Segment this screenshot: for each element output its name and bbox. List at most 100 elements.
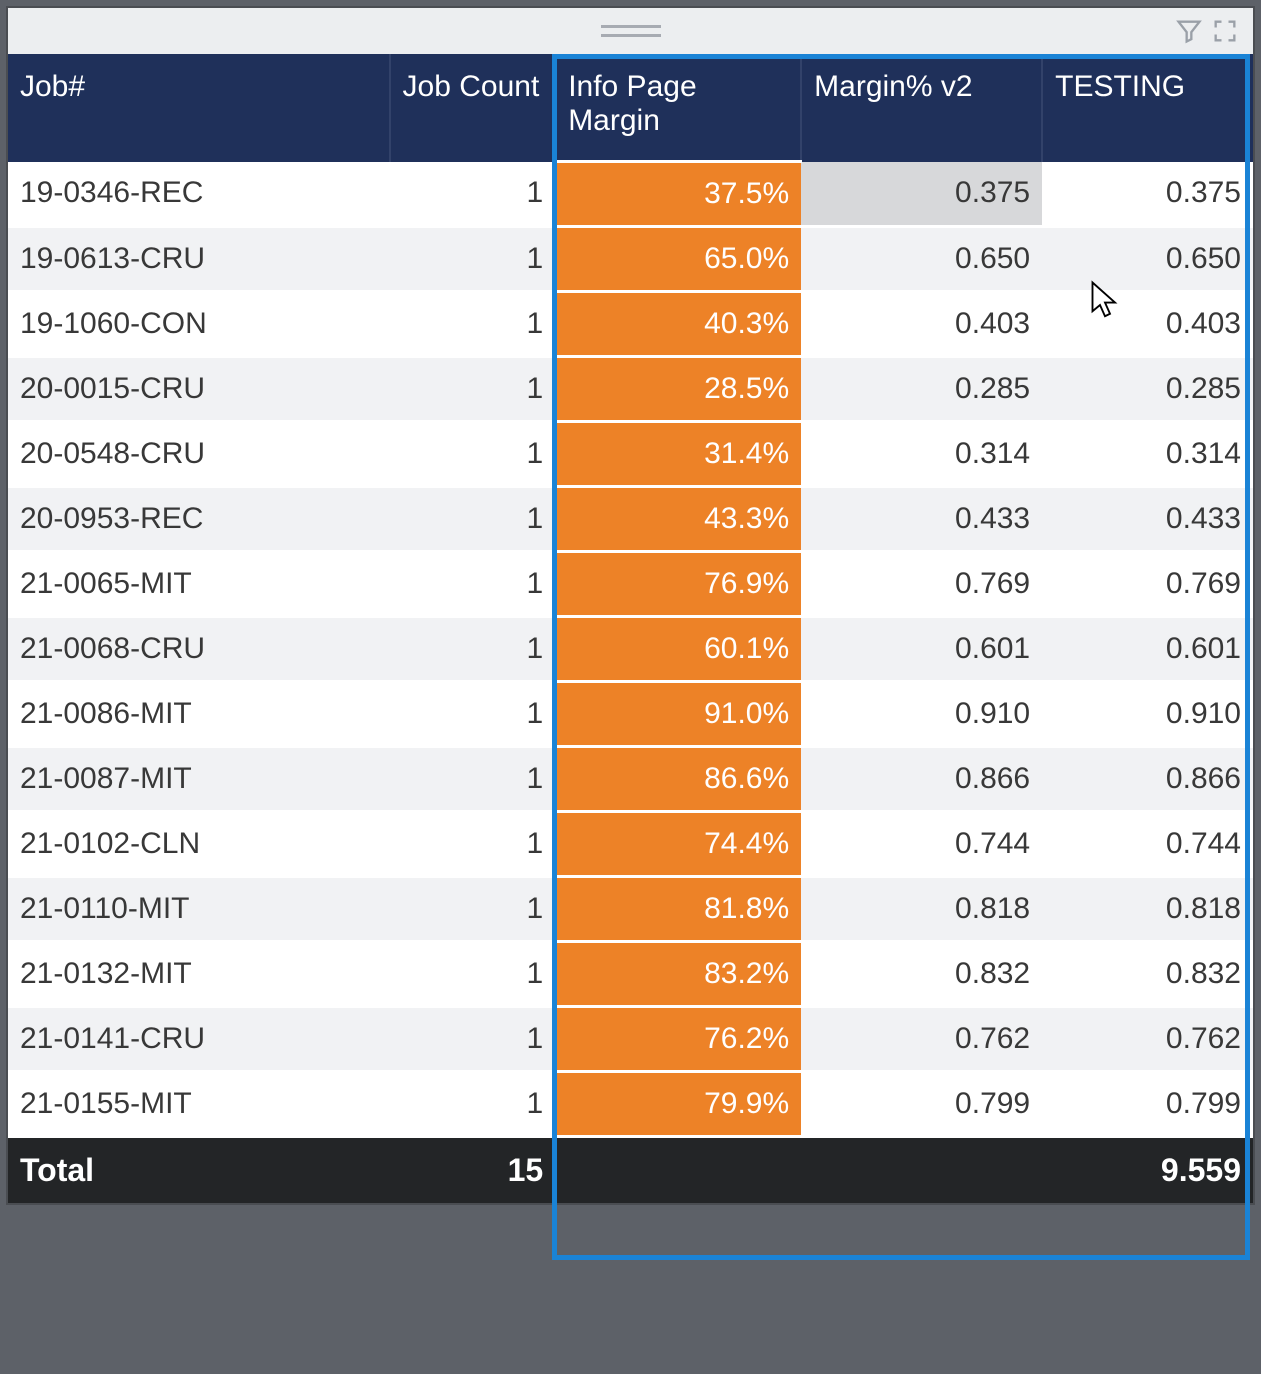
cell-count[interactable]: 1 — [390, 487, 556, 552]
cell-job[interactable]: 21-0102-CLN — [8, 812, 390, 877]
cell-mv2[interactable]: 0.769 — [801, 552, 1042, 617]
cell-mv2[interactable]: 0.910 — [801, 682, 1042, 747]
cell-test[interactable]: 0.314 — [1042, 422, 1253, 487]
cell-test[interactable]: 0.375 — [1042, 162, 1253, 227]
cell-margin[interactable]: 40.3% — [555, 292, 801, 357]
cell-margin[interactable]: 81.8% — [555, 877, 801, 942]
cell-count[interactable]: 1 — [390, 227, 556, 292]
cell-margin[interactable]: 76.9% — [555, 552, 801, 617]
cell-test[interactable]: 0.744 — [1042, 812, 1253, 877]
col-header-job[interactable]: Job# — [8, 54, 390, 162]
table-row[interactable]: 20-0548-CRU131.4%0.3140.314 — [8, 422, 1253, 487]
cell-count[interactable]: 1 — [390, 877, 556, 942]
cell-job[interactable]: 20-0548-CRU — [8, 422, 390, 487]
table-row[interactable]: 21-0087-MIT186.6%0.8660.866 — [8, 747, 1253, 812]
cell-count[interactable]: 1 — [390, 812, 556, 877]
col-header-margin[interactable]: Info Page Margin — [555, 54, 801, 162]
table-row[interactable]: 20-0953-REC143.3%0.4330.433 — [8, 487, 1253, 552]
cell-count[interactable]: 1 — [390, 1072, 556, 1137]
cell-mv2[interactable]: 0.818 — [801, 877, 1042, 942]
cell-test[interactable]: 0.799 — [1042, 1072, 1253, 1137]
cell-margin[interactable]: 83.2% — [555, 942, 801, 1007]
cell-test[interactable]: 0.910 — [1042, 682, 1253, 747]
drag-handle-icon[interactable] — [601, 25, 661, 37]
cell-test[interactable]: 0.285 — [1042, 357, 1253, 422]
cell-job[interactable]: 21-0155-MIT — [8, 1072, 390, 1137]
table-row[interactable]: 21-0110-MIT181.8%0.8180.818 — [8, 877, 1253, 942]
cell-test[interactable]: 0.403 — [1042, 292, 1253, 357]
table-row[interactable]: 19-1060-CON140.3%0.4030.403 — [8, 292, 1253, 357]
cell-mv2[interactable]: 0.601 — [801, 617, 1042, 682]
table-row[interactable]: 21-0102-CLN174.4%0.7440.744 — [8, 812, 1253, 877]
cell-mv2[interactable]: 0.433 — [801, 487, 1042, 552]
cell-test[interactable]: 0.762 — [1042, 1007, 1253, 1072]
cell-test[interactable]: 0.650 — [1042, 227, 1253, 292]
cell-job[interactable]: 20-0015-CRU — [8, 357, 390, 422]
cell-mv2[interactable]: 0.403 — [801, 292, 1042, 357]
cell-test[interactable]: 0.832 — [1042, 942, 1253, 1007]
cell-job[interactable]: 21-0086-MIT — [8, 682, 390, 747]
cell-mv2[interactable]: 0.799 — [801, 1072, 1042, 1137]
cell-count[interactable]: 1 — [390, 942, 556, 1007]
cell-count[interactable]: 1 — [390, 357, 556, 422]
cell-count[interactable]: 1 — [390, 162, 556, 227]
cell-count[interactable]: 1 — [390, 422, 556, 487]
table-row[interactable]: 21-0065-MIT176.9%0.7690.769 — [8, 552, 1253, 617]
cell-count[interactable]: 1 — [390, 682, 556, 747]
cell-mv2[interactable]: 0.744 — [801, 812, 1042, 877]
cell-job[interactable]: 21-0068-CRU — [8, 617, 390, 682]
cell-mv2[interactable]: 0.375 — [801, 162, 1042, 227]
cell-job[interactable]: 21-0065-MIT — [8, 552, 390, 617]
cell-margin[interactable]: 28.5% — [555, 357, 801, 422]
cell-job[interactable]: 19-0613-CRU — [8, 227, 390, 292]
cell-margin[interactable]: 31.4% — [555, 422, 801, 487]
cell-margin[interactable]: 65.0% — [555, 227, 801, 292]
focus-mode-icon[interactable] — [1207, 17, 1243, 45]
cell-job[interactable]: 19-0346-REC — [8, 162, 390, 227]
table-row[interactable]: 21-0068-CRU160.1%0.6010.601 — [8, 617, 1253, 682]
cell-job[interactable]: 21-0110-MIT — [8, 877, 390, 942]
cell-count[interactable]: 1 — [390, 552, 556, 617]
cell-job[interactable]: 21-0132-MIT — [8, 942, 390, 1007]
cell-mv2[interactable]: 0.650 — [801, 227, 1042, 292]
cell-count[interactable]: 1 — [390, 747, 556, 812]
cell-test[interactable]: 0.818 — [1042, 877, 1253, 942]
cell-test[interactable]: 0.601 — [1042, 617, 1253, 682]
cell-margin[interactable]: 76.2% — [555, 1007, 801, 1072]
cell-mv2[interactable]: 0.866 — [801, 747, 1042, 812]
cell-test[interactable]: 0.433 — [1042, 487, 1253, 552]
cell-margin[interactable]: 60.1% — [555, 617, 801, 682]
cell-mv2[interactable]: 0.762 — [801, 1007, 1042, 1072]
table-row[interactable]: 21-0086-MIT191.0%0.9100.910 — [8, 682, 1253, 747]
cell-margin[interactable]: 37.5% — [555, 162, 801, 227]
cell-job[interactable]: 21-0087-MIT — [8, 747, 390, 812]
table-row[interactable]: 21-0132-MIT183.2%0.8320.832 — [8, 942, 1253, 1007]
cell-margin[interactable]: 86.6% — [555, 747, 801, 812]
table-row[interactable]: 21-0141-CRU176.2%0.7620.762 — [8, 1007, 1253, 1072]
filter-icon[interactable] — [1171, 17, 1207, 45]
cell-margin[interactable]: 79.9% — [555, 1072, 801, 1137]
cell-job[interactable]: 19-1060-CON — [8, 292, 390, 357]
cell-mv2[interactable]: 0.832 — [801, 942, 1042, 1007]
cell-job[interactable]: 20-0953-REC — [8, 487, 390, 552]
table-body: 19-0346-REC137.5%0.3750.37519-0613-CRU16… — [8, 162, 1253, 1137]
table-row[interactable]: 19-0346-REC137.5%0.3750.375 — [8, 162, 1253, 227]
job-margin-table[interactable]: Job# Job Count Info Page Margin Margin% … — [8, 54, 1253, 1203]
table-row[interactable]: 19-0613-CRU165.0%0.6500.650 — [8, 227, 1253, 292]
cell-test[interactable]: 0.866 — [1042, 747, 1253, 812]
cell-count[interactable]: 1 — [390, 292, 556, 357]
table-row[interactable]: 20-0015-CRU128.5%0.2850.285 — [8, 357, 1253, 422]
col-header-mv2[interactable]: Margin% v2 — [801, 54, 1042, 162]
cell-job[interactable]: 21-0141-CRU — [8, 1007, 390, 1072]
cell-margin[interactable]: 91.0% — [555, 682, 801, 747]
cell-count[interactable]: 1 — [390, 1007, 556, 1072]
cell-margin[interactable]: 43.3% — [555, 487, 801, 552]
cell-test[interactable]: 0.769 — [1042, 552, 1253, 617]
col-header-count[interactable]: Job Count — [390, 54, 556, 162]
col-header-test[interactable]: TESTING — [1042, 54, 1253, 162]
cell-count[interactable]: 1 — [390, 617, 556, 682]
cell-mv2[interactable]: 0.314 — [801, 422, 1042, 487]
table-row[interactable]: 21-0155-MIT179.9%0.7990.799 — [8, 1072, 1253, 1137]
cell-margin[interactable]: 74.4% — [555, 812, 801, 877]
cell-mv2[interactable]: 0.285 — [801, 357, 1042, 422]
